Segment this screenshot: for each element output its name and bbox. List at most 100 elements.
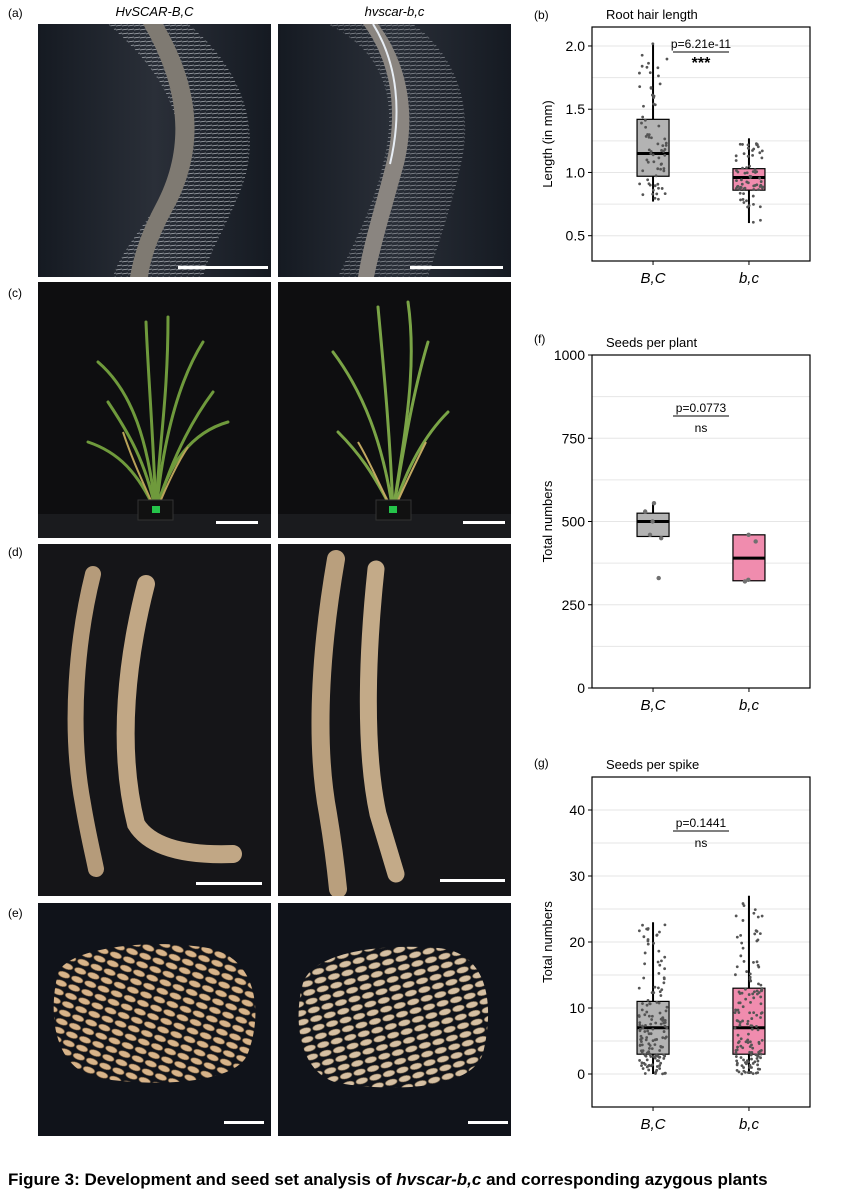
data-point (650, 1047, 654, 1051)
data-point (644, 1054, 648, 1058)
data-point (644, 1038, 648, 1042)
data-point (756, 915, 760, 919)
data-point (755, 989, 759, 993)
data-point (759, 1016, 762, 1019)
data-point (741, 946, 745, 950)
data-point (757, 991, 761, 994)
y-tick-label: 750 (562, 430, 586, 446)
data-point (751, 1062, 755, 1065)
data-point (741, 198, 745, 201)
caption-suffix: and corresponding azygous plants (481, 1170, 768, 1189)
data-point (654, 174, 658, 178)
data-point (736, 184, 740, 188)
data-point (646, 133, 649, 136)
data-point (646, 160, 650, 164)
data-point (637, 1014, 641, 1017)
data-point (749, 1000, 752, 1004)
data-point (657, 1001, 661, 1005)
data-point (746, 1041, 750, 1045)
data-point (658, 82, 662, 86)
data-point (756, 1063, 760, 1067)
data-point (755, 1025, 758, 1028)
data-point (750, 1017, 754, 1020)
y-tick-label: 0.5 (566, 228, 586, 244)
data-point (749, 979, 753, 983)
data-point (748, 975, 752, 979)
data-point (739, 954, 743, 958)
panel-label-f: (f) (534, 332, 546, 346)
data-point (746, 1038, 750, 1042)
data-point (755, 1057, 759, 1060)
data-point (757, 982, 760, 986)
data-point (742, 201, 746, 204)
data-point (651, 42, 655, 46)
spike-photo-wildtype (38, 544, 271, 896)
data-point (735, 179, 738, 183)
data-point (746, 1022, 749, 1026)
chart-seeds-per-spike: Seeds per spike 0 10 20 30 40 Total numbers B,C… (525, 754, 835, 1159)
data-point (658, 1011, 662, 1015)
data-point (650, 136, 653, 140)
data-point (643, 1013, 647, 1017)
data-point (659, 1044, 663, 1048)
data-point (745, 1062, 748, 1065)
data-point (641, 1067, 645, 1070)
data-point (640, 1064, 643, 1068)
data-point (656, 960, 660, 964)
data-point (734, 187, 738, 190)
data-point (656, 986, 660, 990)
seed-photo-wildtype (38, 903, 271, 1136)
data-point (659, 167, 662, 171)
data-point (740, 1072, 744, 1076)
data-point (646, 942, 650, 946)
data-point (642, 935, 646, 939)
data-point (658, 1067, 662, 1070)
data-point (761, 185, 765, 189)
data-point (746, 154, 750, 158)
y-tick-label: 40 (569, 802, 585, 818)
data-point (665, 57, 669, 61)
data-point (653, 1043, 657, 1047)
data-point (653, 184, 657, 188)
data-point (760, 1048, 763, 1052)
data-point (751, 170, 755, 174)
p-value-label: p=6.21e-11 (671, 37, 731, 51)
data-point (741, 1046, 745, 1050)
data-point (753, 990, 756, 994)
data-point (756, 1028, 760, 1032)
data-point (652, 941, 656, 945)
root-hair-photo-mutant (278, 24, 511, 277)
data-point (744, 987, 747, 991)
data-point (663, 137, 667, 141)
data-point (745, 171, 749, 175)
data-point (640, 1051, 644, 1055)
data-point (640, 53, 644, 57)
data-point (662, 167, 666, 170)
data-point (742, 1058, 745, 1062)
data-point (736, 1045, 739, 1049)
data-point (760, 987, 764, 990)
data-point (651, 153, 655, 157)
data-point (753, 539, 758, 544)
data-point (638, 71, 641, 75)
data-point (746, 205, 750, 209)
data-point (663, 1036, 667, 1040)
data-point (656, 167, 660, 171)
data-point (742, 1069, 746, 1073)
data-point (643, 962, 647, 966)
data-point (638, 1059, 641, 1062)
data-point (750, 1066, 753, 1069)
data-point (651, 1063, 654, 1067)
data-point (645, 1036, 649, 1039)
data-point (663, 148, 667, 151)
data-point (658, 535, 664, 541)
data-point (641, 169, 645, 173)
column-title-wildtype: HvSCAR-B,C (115, 4, 194, 19)
root-hair-photo-wildtype (38, 24, 271, 277)
data-point (756, 964, 760, 967)
data-point (734, 1051, 738, 1055)
data-point (645, 1010, 649, 1014)
data-point (741, 143, 744, 146)
data-point (648, 1044, 652, 1047)
panel-label-g: (g) (534, 756, 549, 770)
